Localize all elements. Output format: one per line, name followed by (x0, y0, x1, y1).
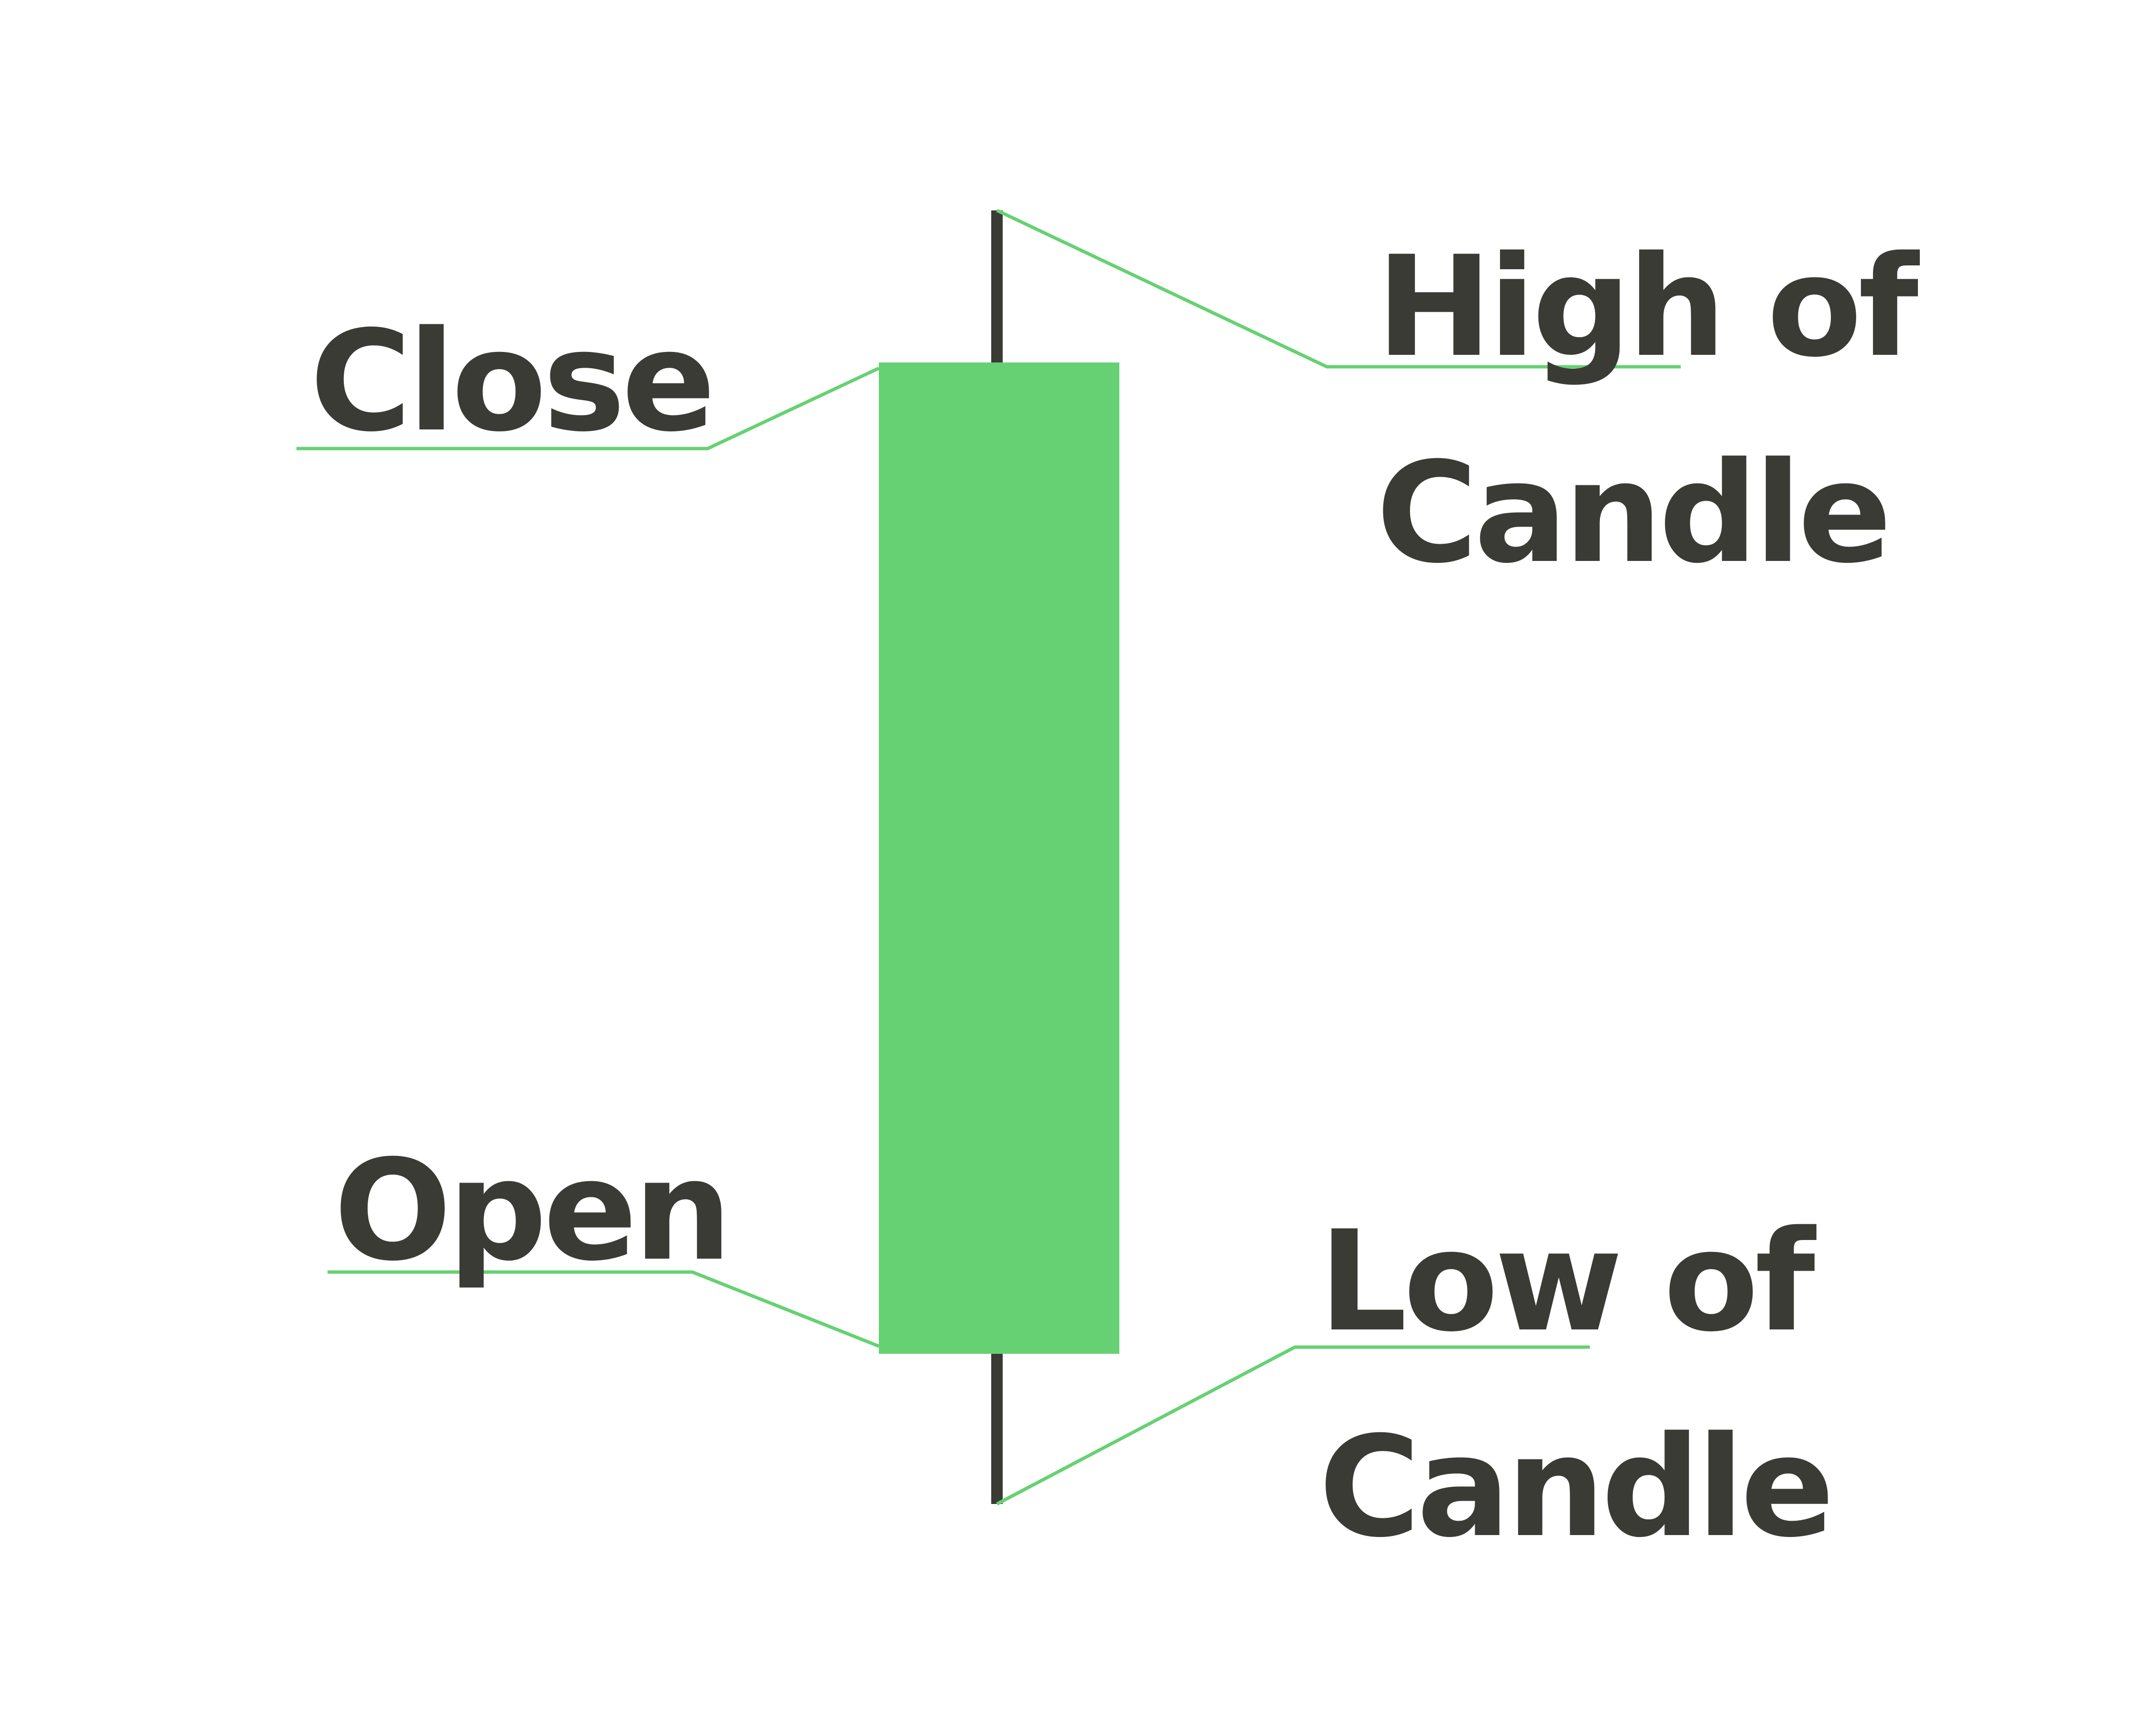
high-label-line2: Candle (1376, 433, 1888, 594)
high-label-line1: High of (1376, 227, 1921, 388)
open-label: Open (334, 1130, 728, 1292)
high-leader-line (996, 209, 1681, 369)
candle-body (879, 362, 1119, 1354)
low-label-line1: Low of (1319, 1201, 1818, 1362)
low-leader-line (996, 1345, 1590, 1506)
low-label-line2: Candle (1319, 1407, 1831, 1568)
close-leader-line (296, 366, 880, 450)
close-label: Close (310, 301, 712, 462)
open-leader-line (328, 1270, 880, 1348)
